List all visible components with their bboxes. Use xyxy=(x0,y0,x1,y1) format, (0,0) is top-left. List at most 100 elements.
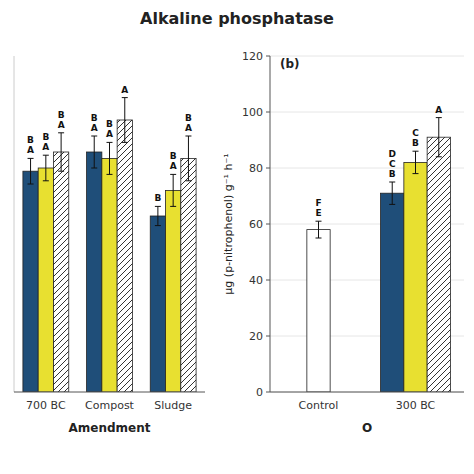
error-cap xyxy=(185,180,191,181)
letter-label: A xyxy=(106,129,113,139)
bar-annotations: EFBCDBCA xyxy=(315,105,442,219)
error-cap xyxy=(122,142,128,143)
panel: 020406080100120EFBCDBCAControl300 BCOμg … xyxy=(222,50,464,435)
bar-annotations: ABABABABABABABAB xyxy=(27,85,192,204)
bar xyxy=(427,137,450,392)
error-cap xyxy=(43,155,49,156)
letter-label: E xyxy=(315,208,321,218)
y-tick xyxy=(266,392,270,393)
letter-label: C xyxy=(389,159,396,169)
letter-label: B xyxy=(185,113,192,123)
error-cap xyxy=(185,136,191,137)
y-axis-label: μg (p-nitrophenol) g⁻¹ h⁻¹ xyxy=(222,153,235,294)
y-tick xyxy=(266,168,270,169)
y-tick-label: 40 xyxy=(249,274,263,287)
error-line xyxy=(61,133,62,171)
y-tick-label: 120 xyxy=(242,50,263,63)
bar xyxy=(381,193,404,392)
error-line xyxy=(438,118,439,157)
letter-label: B xyxy=(154,193,161,203)
letter-label: A xyxy=(27,145,34,155)
x-axis xyxy=(14,392,205,393)
error-cap xyxy=(436,156,442,157)
letter-label: B xyxy=(58,110,65,120)
error-bar xyxy=(91,136,97,168)
error-cap xyxy=(43,180,49,181)
error-cap xyxy=(389,182,395,183)
bars xyxy=(23,98,196,392)
error-cap xyxy=(389,204,395,205)
error-cap xyxy=(170,206,176,207)
error-bar xyxy=(58,133,64,171)
y-axis xyxy=(270,56,271,392)
letter-label: B xyxy=(91,113,98,123)
error-line xyxy=(415,151,416,173)
error-cap xyxy=(316,221,322,222)
bars xyxy=(307,118,451,392)
letter-label: A xyxy=(121,85,128,95)
error-bar xyxy=(316,221,322,238)
letter-label: A xyxy=(170,161,177,171)
x-axis xyxy=(270,392,464,393)
letter-label: B xyxy=(27,135,34,145)
y-tick-label: 80 xyxy=(249,162,263,175)
letter-label: A xyxy=(185,123,192,133)
error-bar xyxy=(122,98,128,143)
error-bar xyxy=(185,136,191,181)
x-axis-label: O xyxy=(362,421,372,435)
error-cap xyxy=(91,168,97,169)
error-cap xyxy=(436,117,442,118)
panel-label: (b) xyxy=(280,57,300,71)
letter-label: D xyxy=(388,149,395,159)
bar xyxy=(181,158,196,392)
letter-label: B xyxy=(389,169,396,179)
error-cap xyxy=(58,171,64,172)
x-tick-label: 300 BC xyxy=(396,399,436,412)
bar xyxy=(166,190,181,392)
y-tick xyxy=(266,224,270,225)
y-tick-label: 20 xyxy=(249,330,263,343)
error-bar xyxy=(155,206,161,225)
letter-label: B xyxy=(106,119,113,129)
error-line xyxy=(392,182,393,204)
bar xyxy=(404,162,427,392)
bar xyxy=(307,230,330,392)
error-cap xyxy=(155,206,161,207)
x-tick-label: Sludge xyxy=(154,399,192,412)
bar xyxy=(117,120,132,392)
x-axis-label: Amendment xyxy=(69,421,151,435)
y-tick-label: 60 xyxy=(249,218,263,231)
letter-label: F xyxy=(315,198,321,208)
error-line xyxy=(188,136,189,181)
error-cap xyxy=(413,173,419,174)
error-bar xyxy=(389,182,395,204)
error-cap xyxy=(58,132,64,133)
error-bar xyxy=(436,118,442,157)
y-tick xyxy=(266,56,270,57)
error-line xyxy=(109,142,110,174)
letter-label: B xyxy=(170,151,177,161)
error-line xyxy=(94,136,95,168)
error-cap xyxy=(413,151,419,152)
x-tick-label: Control xyxy=(299,399,339,412)
letter-label: A xyxy=(91,123,98,133)
grid-line xyxy=(270,392,464,393)
error-line xyxy=(173,174,174,206)
y-axis xyxy=(14,56,15,392)
letter-label: C xyxy=(412,128,419,138)
letter-label: B xyxy=(42,132,49,142)
error-cap xyxy=(316,238,322,239)
error-bar xyxy=(107,142,113,174)
bar xyxy=(38,168,53,392)
figure: Alkaline phosphataseABABABABABABABAB700 … xyxy=(0,0,474,474)
error-line xyxy=(318,221,319,238)
error-bar xyxy=(28,158,34,184)
letter-label: B xyxy=(412,138,419,148)
error-cap xyxy=(28,184,34,185)
bar xyxy=(87,152,102,392)
bar xyxy=(150,216,165,392)
y-tick xyxy=(266,112,270,113)
error-line xyxy=(30,158,31,184)
bar xyxy=(102,158,117,392)
error-line xyxy=(124,98,125,143)
